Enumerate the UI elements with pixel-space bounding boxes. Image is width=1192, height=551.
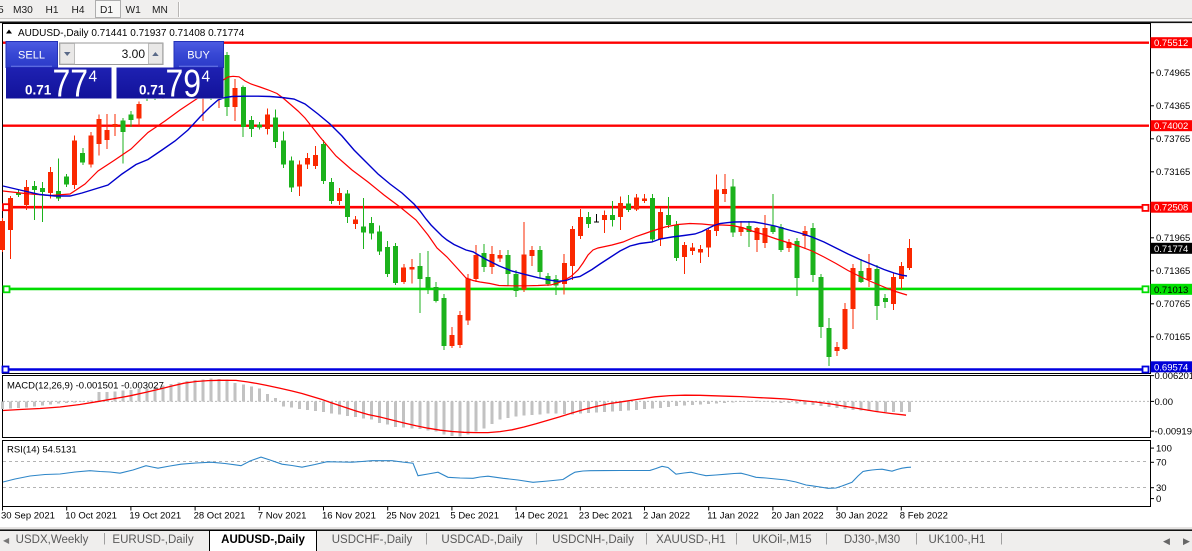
svg-text:0.71: 0.71 [25,83,52,98]
svg-text:30 Jan 2022: 30 Jan 2022 [836,511,888,522]
svg-text:25 Nov 2021: 25 Nov 2021 [386,511,440,522]
svg-text:0.72508: 0.72508 [1154,203,1188,214]
svg-text:H4: H4 [72,5,85,16]
svg-text:10 Oct 2021: 10 Oct 2021 [65,511,117,522]
svg-text:77: 77 [53,62,89,106]
svg-text:0.74965: 0.74965 [1156,68,1190,79]
svg-text:MACD(12,26,9) -0.001501 -0.003: MACD(12,26,9) -0.001501 -0.003027 [7,381,164,392]
svg-text:0.71013: 0.71013 [1154,285,1188,296]
svg-text:0: 0 [1156,494,1161,505]
svg-text:3.00: 3.00 [122,47,146,61]
svg-text:5: 5 [0,5,4,16]
svg-text:0.71774: 0.71774 [1154,244,1188,255]
svg-text:70: 70 [1156,458,1167,469]
svg-text:2 Jan 2022: 2 Jan 2022 [643,511,690,522]
svg-text:0.74365: 0.74365 [1156,101,1190,112]
svg-text:0.73165: 0.73165 [1156,167,1190,178]
svg-text:20 Jan 2022: 20 Jan 2022 [771,511,823,522]
svg-text:H1: H1 [46,5,59,16]
svg-text:4: 4 [89,69,98,86]
svg-text:23 Dec 2021: 23 Dec 2021 [579,511,633,522]
svg-text:M30: M30 [13,5,33,16]
svg-text:0.71965: 0.71965 [1156,233,1190,244]
svg-text:8 Feb 2022: 8 Feb 2022 [900,511,948,522]
svg-text:0.006201: 0.006201 [1155,371,1192,382]
svg-text:14 Dec 2021: 14 Dec 2021 [515,511,569,522]
svg-text:16 Nov 2021: 16 Nov 2021 [322,511,376,522]
svg-text:30: 30 [1156,483,1167,494]
svg-text:0.70765: 0.70765 [1156,299,1190,310]
svg-text:0.00: 0.00 [1155,397,1174,408]
svg-text:BUY: BUY [187,50,210,62]
svg-text:19 Oct 2021: 19 Oct 2021 [129,511,181,522]
svg-text:11 Jan 2022: 11 Jan 2022 [707,511,759,522]
svg-text:4: 4 [202,69,211,86]
svg-text:28 Oct 2021: 28 Oct 2021 [194,511,246,522]
svg-text:D1: D1 [100,5,113,16]
svg-text:79: 79 [166,62,202,106]
svg-text:7 Nov 2021: 7 Nov 2021 [258,511,307,522]
svg-text:5 Dec 2021: 5 Dec 2021 [450,511,499,522]
svg-text:0.73765: 0.73765 [1156,134,1190,145]
svg-text:0.75512: 0.75512 [1154,38,1188,49]
svg-text:0.70165: 0.70165 [1156,332,1190,343]
svg-text:MN: MN [152,5,168,16]
svg-text:RSI(14) 54.5131: RSI(14) 54.5131 [7,445,77,456]
svg-text:30 Sep 2021: 30 Sep 2021 [1,511,55,522]
svg-text:0.71: 0.71 [139,83,166,98]
svg-text:SELL: SELL [18,50,45,62]
svg-text:0.71365: 0.71365 [1156,266,1190,277]
svg-text:-0.009197: -0.009197 [1155,427,1192,438]
svg-text:0.69574: 0.69574 [1154,362,1188,373]
svg-text:0.74002: 0.74002 [1154,121,1188,132]
svg-text:W1: W1 [126,5,142,16]
svg-text:AUDUSD-,Daily 0.71441 0.71937: AUDUSD-,Daily 0.71441 0.71937 0.71408 0.… [18,28,245,39]
svg-text:100: 100 [1156,444,1172,455]
